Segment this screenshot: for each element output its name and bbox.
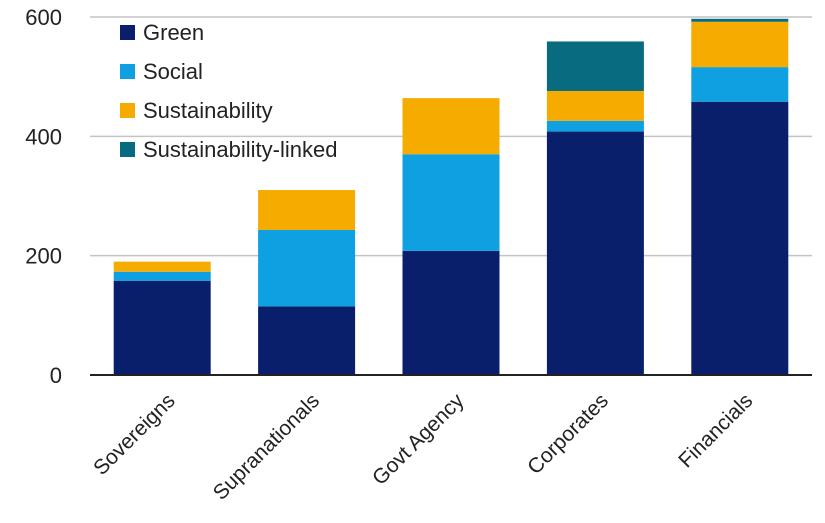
bar-segment-govt-agency-social xyxy=(402,154,500,251)
x-axis-categories: Sovereigns Supranationals Govt Agency Corpo… xyxy=(89,389,757,505)
y-tick-label: 0 xyxy=(50,363,62,388)
legend-swatch xyxy=(120,103,135,118)
bar-segment-sovereigns-green xyxy=(113,280,211,375)
bar-segment-sovereigns-social xyxy=(113,271,211,281)
x-category-label: Financials xyxy=(674,389,757,472)
x-category-label: Govt Agency xyxy=(368,389,469,490)
bar-segment-govt-agency-green xyxy=(402,250,500,375)
legend-label: Green xyxy=(143,20,204,45)
x-category-label: Supranationals xyxy=(209,389,324,504)
bar-segment-financials-sustainability xyxy=(691,21,789,68)
bar-segment-financials-social xyxy=(691,67,789,102)
y-tick-label: 600 xyxy=(25,5,62,30)
legend-swatch xyxy=(120,64,135,79)
bar-segment-corporates-sustainability-linked xyxy=(546,41,644,91)
y-tick-label: 400 xyxy=(25,124,62,149)
legend-swatch xyxy=(120,142,135,157)
x-category-label: Sovereigns xyxy=(89,389,180,480)
bars xyxy=(113,18,789,375)
bar-segment-corporates-social xyxy=(546,120,644,132)
legend-label: Social xyxy=(143,59,203,84)
bar-segment-sovereigns-sustainability xyxy=(113,261,211,272)
bar-segment-supranationals-sustainability xyxy=(258,190,356,231)
legend: Green Social Sustainability Sustainability-… xyxy=(120,20,337,162)
bar-segment-supranationals-green xyxy=(258,306,356,375)
bar-segment-supranationals-social xyxy=(258,230,356,307)
legend-label: Sustainability-linked xyxy=(143,137,337,162)
x-category-label: Corporates xyxy=(523,389,613,479)
bar-segment-financials-green xyxy=(691,101,789,375)
y-tick-label: 200 xyxy=(25,244,62,269)
legend-swatch xyxy=(120,25,135,40)
y-axis-ticks: 0 200 400 600 xyxy=(25,5,62,388)
bar-segment-corporates-sustainability xyxy=(546,90,644,121)
bar-segment-financials-sustainability-linked xyxy=(691,18,789,22)
bar-segment-corporates-green xyxy=(546,131,644,375)
legend-label: Sustainability xyxy=(143,98,273,123)
bar-segment-govt-agency-sustainability xyxy=(402,98,500,155)
